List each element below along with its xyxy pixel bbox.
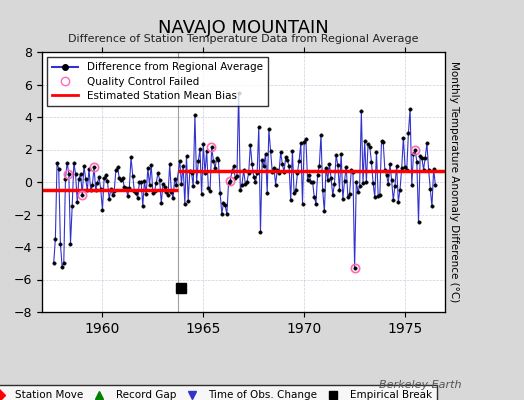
Y-axis label: Monthly Temperature Anomaly Difference (°C): Monthly Temperature Anomaly Difference (… — [449, 61, 460, 303]
Title: NAVAJO MOUNTAIN: NAVAJO MOUNTAIN — [158, 18, 329, 36]
Legend: Station Move, Record Gap, Time of Obs. Change, Empirical Break: Station Move, Record Gap, Time of Obs. C… — [0, 385, 437, 400]
Text: Berkeley Earth: Berkeley Earth — [379, 380, 461, 390]
Text: Difference of Station Temperature Data from Regional Average: Difference of Station Temperature Data f… — [69, 34, 419, 44]
